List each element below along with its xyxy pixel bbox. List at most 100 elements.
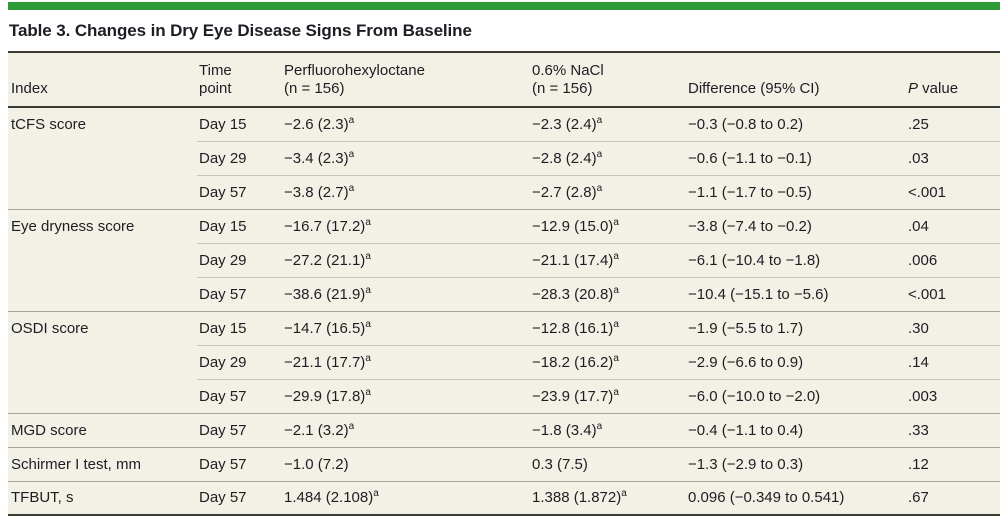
table-row: OSDI score Day 15 −14.7 (16.5)a −12.8 (1… xyxy=(8,310,1000,345)
difference-cell: −0.3 (−0.8 to 0.2) xyxy=(686,107,906,141)
difference-cell: −2.9 (−6.6 to 0.9) xyxy=(686,344,906,379)
footnote-marker: a xyxy=(621,488,627,500)
nacl-value-cell: 1.388 (1.872)a xyxy=(530,480,686,516)
difference-cell: 0.096 (−0.349 to 0.541) xyxy=(686,480,906,516)
time-point-cell: Day 29 xyxy=(197,140,282,175)
nacl-value-cell: −1.8 (3.4)a xyxy=(530,412,686,447)
nacl-value-cell: −12.9 (15.0)a xyxy=(530,208,686,243)
table-row: TFBUT, s Day 57 1.484 (2.108)a 1.388 (1.… xyxy=(8,480,1000,516)
footnote-marker: a xyxy=(613,386,619,398)
difference-cell: −6.0 (−10.0 to −2.0) xyxy=(686,378,906,413)
nacl-value-cell: −23.9 (17.7)a xyxy=(530,378,686,413)
footnote-marker: a xyxy=(596,114,603,126)
pfho-value-cell: −21.1 (17.7)a xyxy=(282,344,530,379)
footnote-marker: a xyxy=(596,420,603,432)
footnote-marker: a xyxy=(613,284,619,296)
column-header-index: Index xyxy=(8,53,197,108)
pfho-value-cell: −1.0 (7.2) xyxy=(282,446,530,481)
p-value-cell: .04 xyxy=(906,208,1000,243)
pfho-value-cell: −29.9 (17.8)a xyxy=(282,378,530,413)
nacl-value-cell: −12.8 (16.1)a xyxy=(530,310,686,345)
index-cell xyxy=(8,175,197,209)
column-header-difference-label: Difference (95% CI) xyxy=(688,80,820,98)
table-row: Day 29 −21.1 (17.7)a −18.2 (16.2)a −2.9 … xyxy=(8,344,1000,379)
column-header-nacl-line2: (n = 156) xyxy=(532,80,593,98)
p-value-cell: .003 xyxy=(906,378,1000,413)
p-value-cell: .14 xyxy=(906,344,1000,379)
column-header-difference: Difference (95% CI) xyxy=(686,53,906,108)
index-cell: Schirmer I test, mm xyxy=(8,446,197,481)
difference-cell: −10.4 (−15.1 to −5.6) xyxy=(686,276,906,311)
table-title: Table 3. Changes in Dry Eye Disease Sign… xyxy=(9,21,472,40)
footnote-marker: a xyxy=(596,182,603,194)
table-figure: Table 3. Changes in Dry Eye Disease Sign… xyxy=(8,2,1000,516)
time-point-cell: Day 15 xyxy=(197,310,282,345)
column-header-pfho-line2: (n = 156) xyxy=(284,80,345,98)
index-cell xyxy=(8,345,197,379)
index-cell: MGD score xyxy=(8,412,197,447)
time-point-cell: Day 57 xyxy=(197,480,282,516)
difference-cell: −3.8 (−7.4 to −0.2) xyxy=(686,208,906,243)
nacl-value-cell: −18.2 (16.2)a xyxy=(530,344,686,379)
header-row: Index Time point Perfluorohexyloctane (n… xyxy=(8,53,1000,108)
footnote-marker: a xyxy=(348,420,355,432)
nacl-value-cell: −2.7 (2.8)a xyxy=(530,174,686,209)
table-row: Schirmer I test, mm Day 57 −1.0 (7.2) 0.… xyxy=(8,446,1000,481)
table-row: Day 57 −3.8 (2.7)a −2.7 (2.8)a −1.1 (−1.… xyxy=(8,174,1000,209)
column-header-p-value: P value xyxy=(906,53,1000,108)
table-row: Day 57 −29.9 (17.8)a −23.9 (17.7)a −6.0 … xyxy=(8,378,1000,413)
difference-cell: −1.1 (−1.7 to −0.5) xyxy=(686,174,906,209)
nacl-value-cell: −2.3 (2.4)a xyxy=(530,107,686,141)
p-value-cell: <.001 xyxy=(906,174,1000,209)
time-point-cell: Day 57 xyxy=(197,378,282,413)
index-cell xyxy=(8,141,197,175)
footnote-marker: a xyxy=(365,216,371,228)
nacl-value-cell: 0.3 (7.5) xyxy=(530,446,686,481)
nacl-value-cell: −21.1 (17.4)a xyxy=(530,242,686,277)
footnote-marker: a xyxy=(365,386,371,398)
pfho-value-cell: 1.484 (2.108)a xyxy=(282,480,530,516)
pfho-value-cell: −2.6 (2.3)a xyxy=(282,107,530,141)
index-cell xyxy=(8,379,197,413)
p-value-cell: .30 xyxy=(906,310,1000,345)
p-value-cell: .12 xyxy=(906,446,1000,481)
pfho-value-cell: −3.8 (2.7)a xyxy=(282,174,530,209)
nacl-value-cell: −28.3 (20.8)a xyxy=(530,276,686,311)
time-point-cell: Day 15 xyxy=(197,208,282,243)
index-cell: TFBUT, s xyxy=(8,480,197,516)
footnote-marker: a xyxy=(348,148,355,160)
title-rule xyxy=(8,51,1000,53)
footnote-marker: a xyxy=(613,250,619,262)
time-point-cell: Day 57 xyxy=(197,174,282,209)
index-cell: Eye dryness score xyxy=(8,208,197,243)
p-value-cell: <.001 xyxy=(906,276,1000,311)
difference-cell: −1.3 (−2.9 to 0.3) xyxy=(686,446,906,481)
column-header-nacl: 0.6% NaCl (n = 156) xyxy=(530,53,686,108)
column-header-time-line2: point xyxy=(199,80,232,98)
footnote-marker: a xyxy=(596,148,603,160)
accent-bar xyxy=(8,2,1000,10)
pfho-value-cell: −16.7 (17.2)a xyxy=(282,208,530,243)
footnote-marker: a xyxy=(613,318,619,330)
column-header-perfluorohexyloctane: Perfluorohexyloctane (n = 156) xyxy=(282,53,530,108)
footnote-marker: a xyxy=(613,216,619,228)
column-header-time-line1: Time xyxy=(199,61,232,79)
pfho-value-cell: −3.4 (2.3)a xyxy=(282,140,530,175)
time-point-cell: Day 15 xyxy=(197,107,282,141)
index-cell: tCFS score xyxy=(8,107,197,141)
table-row: Eye dryness score Day 15 −16.7 (17.2)a −… xyxy=(8,208,1000,243)
time-point-cell: Day 29 xyxy=(197,344,282,379)
column-header-pfho-line1: Perfluorohexyloctane xyxy=(284,61,425,79)
footnote-marker: a xyxy=(373,488,379,500)
difference-cell: −6.1 (−10.4 to −1.8) xyxy=(686,242,906,277)
index-cell: OSDI score xyxy=(8,310,197,345)
p-value-cell: .67 xyxy=(906,480,1000,516)
column-header-nacl-line1: 0.6% NaCl xyxy=(532,61,604,79)
footnote-marker: a xyxy=(365,318,371,330)
nacl-value-cell: −2.8 (2.4)a xyxy=(530,140,686,175)
p-value-cell: .006 xyxy=(906,242,1000,277)
table-row: MGD score Day 57 −2.1 (3.2)a −1.8 (3.4)a… xyxy=(8,412,1000,447)
p-value-cell: .33 xyxy=(906,412,1000,447)
column-header-p-rest: value xyxy=(918,80,959,98)
pfho-value-cell: −2.1 (3.2)a xyxy=(282,412,530,447)
